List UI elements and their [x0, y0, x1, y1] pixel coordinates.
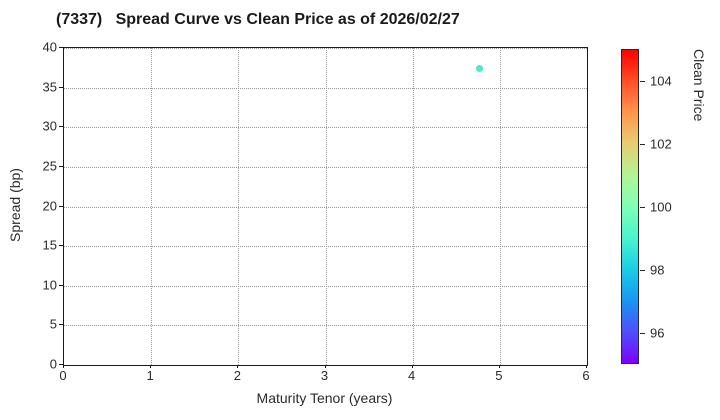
y-tick-label: 25 [42, 158, 57, 174]
y-tick-mark [59, 245, 63, 247]
colorbar-tick-mark [640, 80, 645, 82]
chart-title: (7337) Spread Curve vs Clean Price as of… [56, 11, 460, 28]
y-tick-mark [59, 165, 63, 167]
y-tick-label: 0 [49, 356, 57, 372]
x-tick-label: 1 [146, 368, 154, 383]
colorbar-axis-label: Clean Price [691, 49, 707, 122]
x-tick-label: 2 [233, 368, 241, 383]
data-point [476, 64, 484, 72]
x-tick-label: 0 [59, 368, 67, 383]
y-gridline [64, 87, 587, 89]
x-axis-label: Maturity Tenor (years) [256, 390, 393, 406]
colorbar-tick-label: 102 [650, 136, 672, 151]
x-tick-mark [324, 365, 326, 368]
y-tick-mark [59, 364, 63, 365]
plot-area [63, 47, 588, 366]
y-tick-mark [59, 324, 63, 326]
colorbar [621, 49, 639, 364]
y-gridline [64, 246, 587, 248]
colorbar-tick-mark [640, 143, 645, 145]
y-tick-label: 35 [42, 79, 57, 95]
colorbar-tick-label: 100 [650, 199, 672, 214]
y-tick-label: 15 [42, 237, 57, 253]
y-tick-mark [59, 86, 63, 88]
y-tick-label: 30 [42, 118, 57, 134]
y-gridline [64, 325, 587, 327]
x-tick-label: 3 [320, 368, 329, 383]
y-tick-mark [59, 205, 63, 207]
y-gridline [64, 285, 587, 287]
y-gridline [64, 206, 587, 208]
y-tick-label: 5 [49, 316, 57, 332]
y-tick-label: 20 [42, 198, 57, 213]
colorbar-tick-label: 96 [650, 325, 665, 340]
y-tick-label: 10 [42, 277, 57, 293]
x-tick-mark [586, 365, 587, 368]
y-gridline [64, 166, 587, 168]
colorbar-tick-label: 104 [650, 73, 672, 88]
x-tick-mark [498, 365, 500, 368]
y-tick-mark [59, 126, 63, 128]
colorbar-tick-mark [640, 332, 645, 334]
x-tick-mark [150, 365, 152, 368]
colorbar-tick-mark [640, 206, 645, 208]
y-tick-label: 40 [42, 39, 57, 55]
y-gridline [64, 127, 587, 129]
x-tick-label: 5 [495, 368, 503, 383]
y-gridline [64, 48, 587, 49]
colorbar-tick-label: 98 [650, 262, 665, 277]
x-tick-label: 4 [408, 368, 416, 383]
x-tick-mark [63, 365, 64, 368]
x-tick-mark [237, 365, 239, 368]
x-tick-mark [411, 365, 413, 368]
x-tick-label: 6 [582, 368, 590, 383]
colorbar-tick-mark [640, 269, 645, 271]
y-tick-mark [59, 284, 63, 286]
y-tick-mark [59, 47, 63, 48]
